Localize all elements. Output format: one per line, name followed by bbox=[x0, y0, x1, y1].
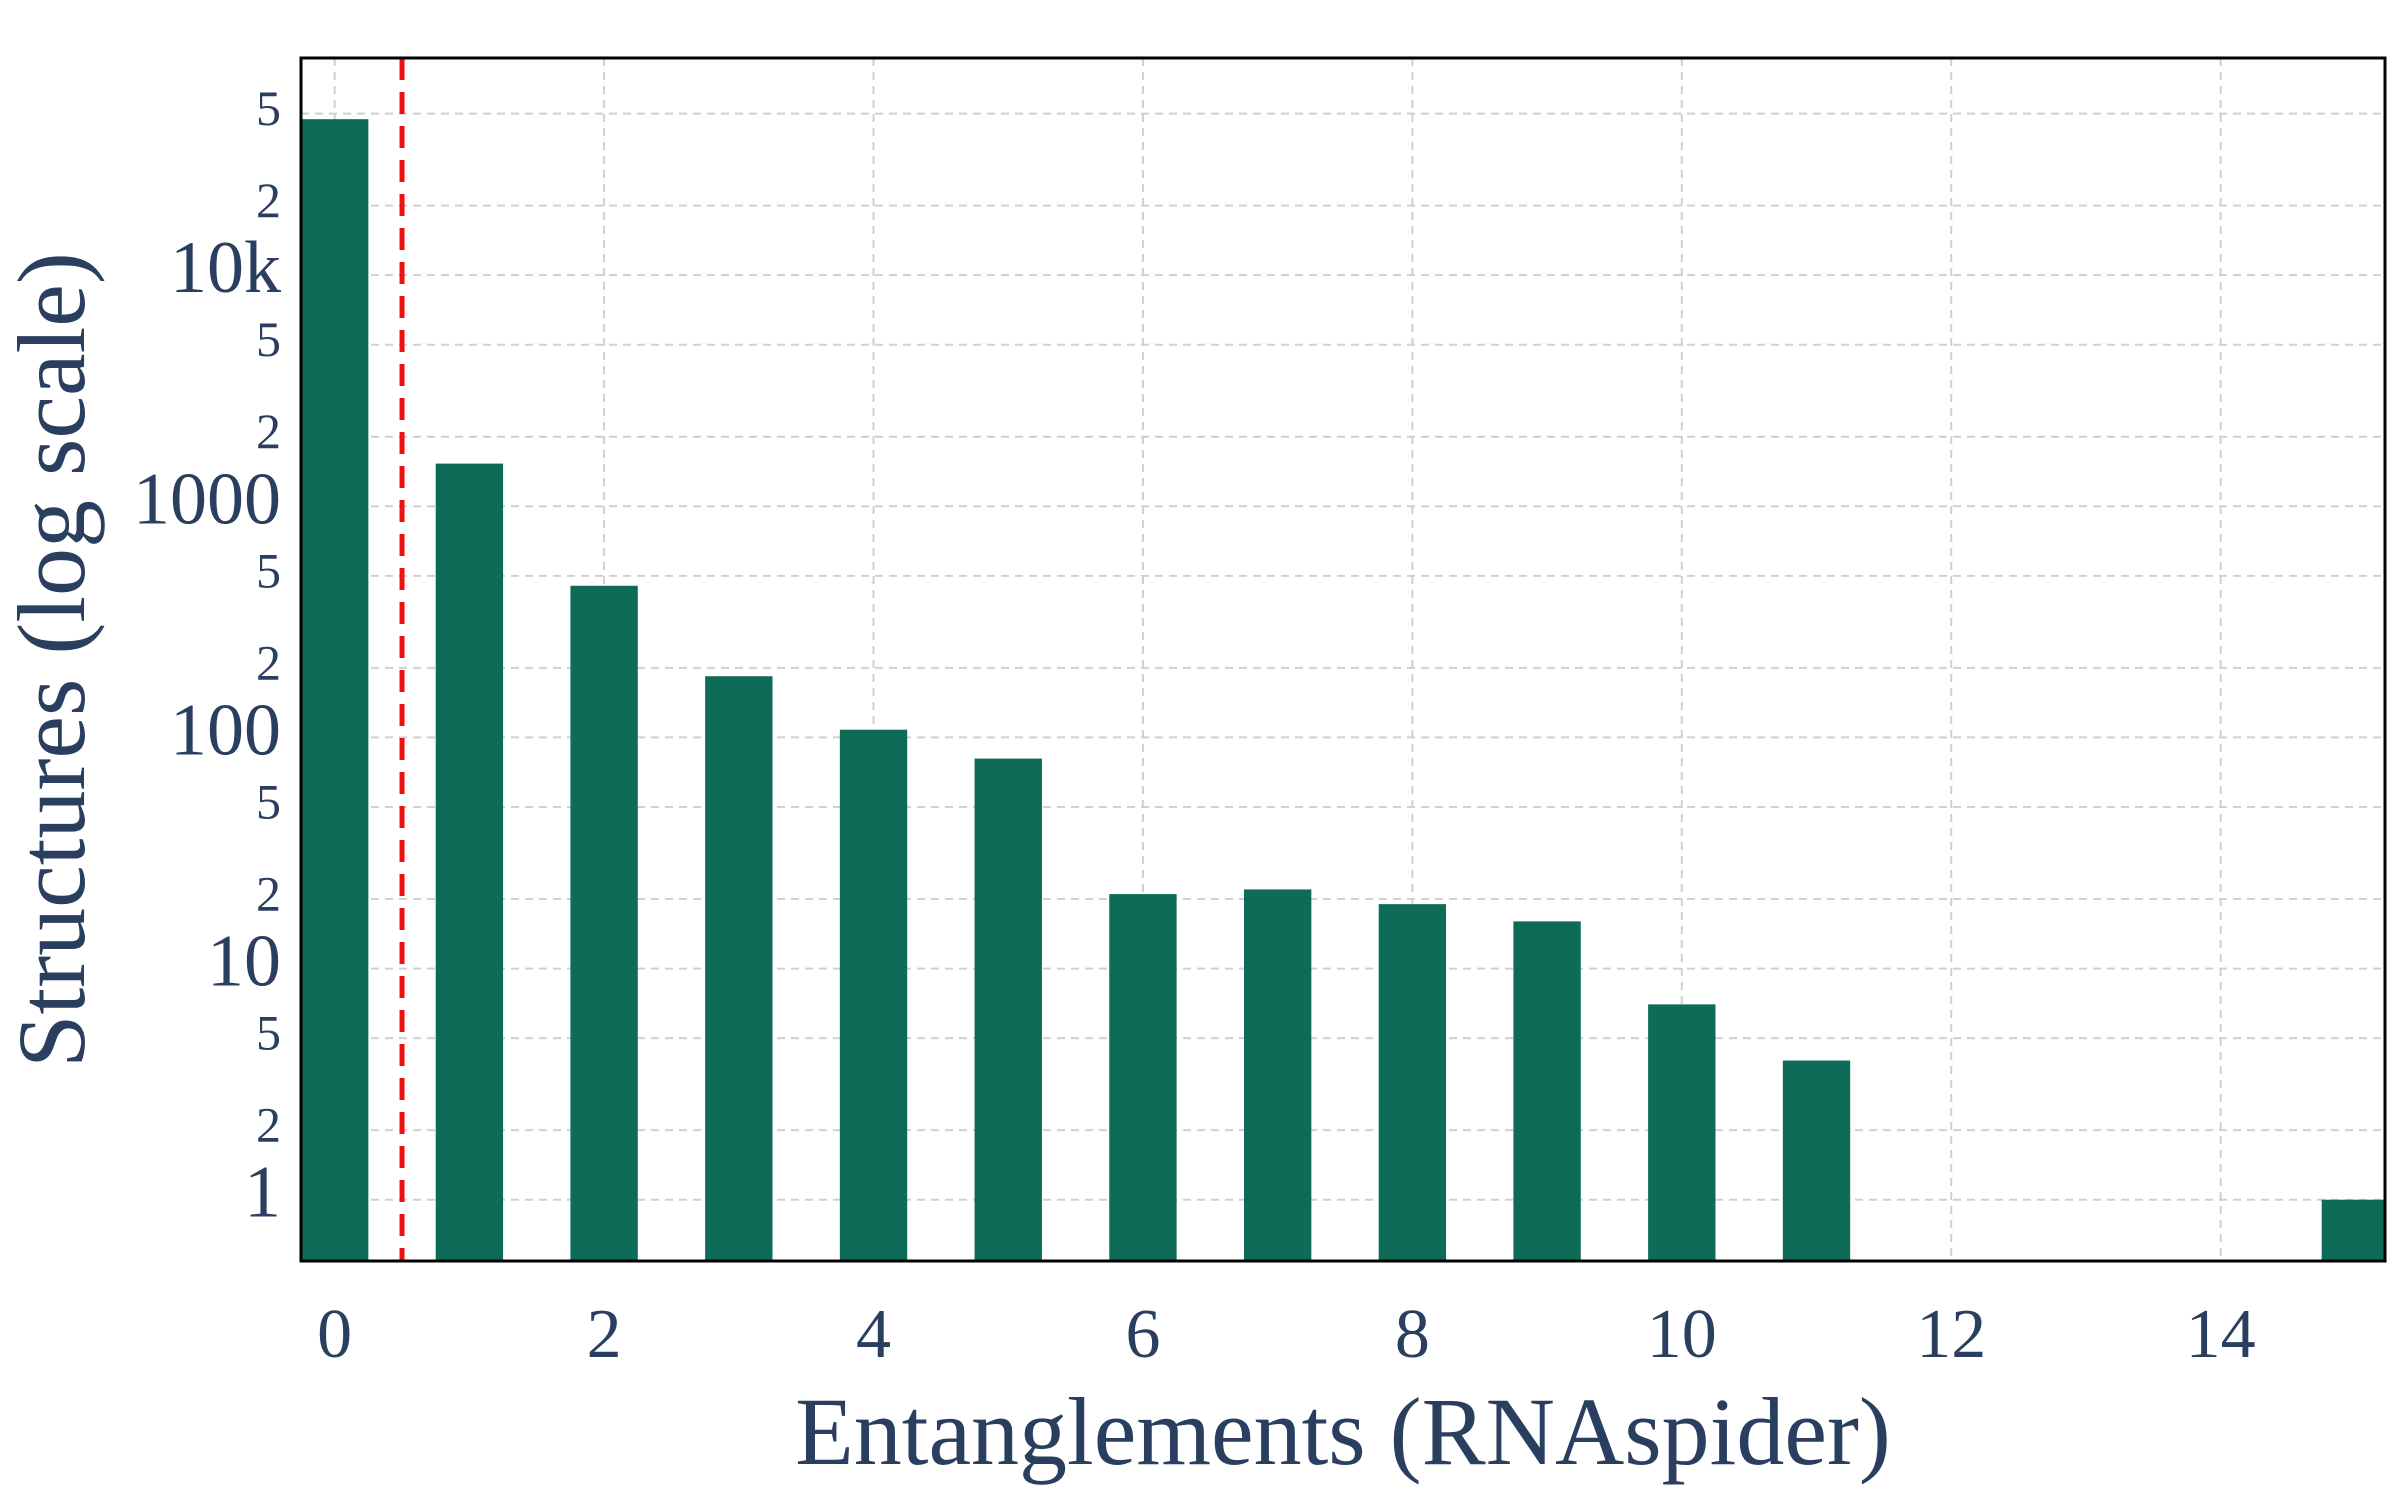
bar bbox=[1243, 889, 1312, 1261]
y-tick-label: 5 bbox=[256, 1005, 281, 1061]
x-tick-label: 10 bbox=[1647, 1296, 1717, 1373]
y-tick-label: 1 bbox=[244, 1152, 281, 1234]
y-tick-label: 5 bbox=[256, 773, 281, 829]
bar bbox=[974, 758, 1042, 1261]
x-tick-label: 0 bbox=[317, 1296, 352, 1373]
bar bbox=[301, 119, 369, 1261]
x-tick-label: 14 bbox=[2186, 1296, 2256, 1373]
x-tick-label: 2 bbox=[587, 1296, 622, 1373]
y-tick-label: 2 bbox=[256, 865, 281, 921]
y-tick-label: 10 bbox=[207, 921, 281, 1003]
x-tick-label: 8 bbox=[1395, 1296, 1430, 1373]
y-axis-title: Structures (log scale) bbox=[0, 252, 105, 1068]
y-tick-label: 100 bbox=[170, 689, 281, 771]
x-tick-label: 12 bbox=[1916, 1296, 1986, 1373]
x-tick-label: 6 bbox=[1125, 1296, 1160, 1373]
bar bbox=[1782, 1060, 1851, 1261]
y-tick-label: 5 bbox=[256, 311, 281, 367]
bar bbox=[1109, 894, 1177, 1261]
y-tick-label: 2 bbox=[256, 1097, 281, 1153]
y-tick-label: 2 bbox=[256, 172, 281, 228]
plot-frame bbox=[299, 56, 2387, 1263]
bar bbox=[570, 585, 638, 1261]
bar bbox=[1648, 1004, 1716, 1261]
bar bbox=[435, 463, 504, 1261]
y-tick-label: 5 bbox=[256, 80, 281, 136]
x-tick-label: 4 bbox=[856, 1296, 891, 1373]
bar bbox=[839, 729, 908, 1261]
bar bbox=[2321, 1199, 2385, 1261]
y-tick-label: 5 bbox=[256, 542, 281, 598]
bar bbox=[1378, 904, 1447, 1261]
x-axis-title: Entanglements (RNAspider) bbox=[795, 1378, 1891, 1485]
y-tick-label: 2 bbox=[256, 634, 281, 690]
bar bbox=[705, 676, 773, 1261]
y-tick-label: 10k bbox=[170, 227, 281, 309]
bar bbox=[1513, 921, 1581, 1261]
y-tick-label: 1000 bbox=[133, 458, 281, 540]
y-tick-label: 2 bbox=[256, 403, 281, 459]
